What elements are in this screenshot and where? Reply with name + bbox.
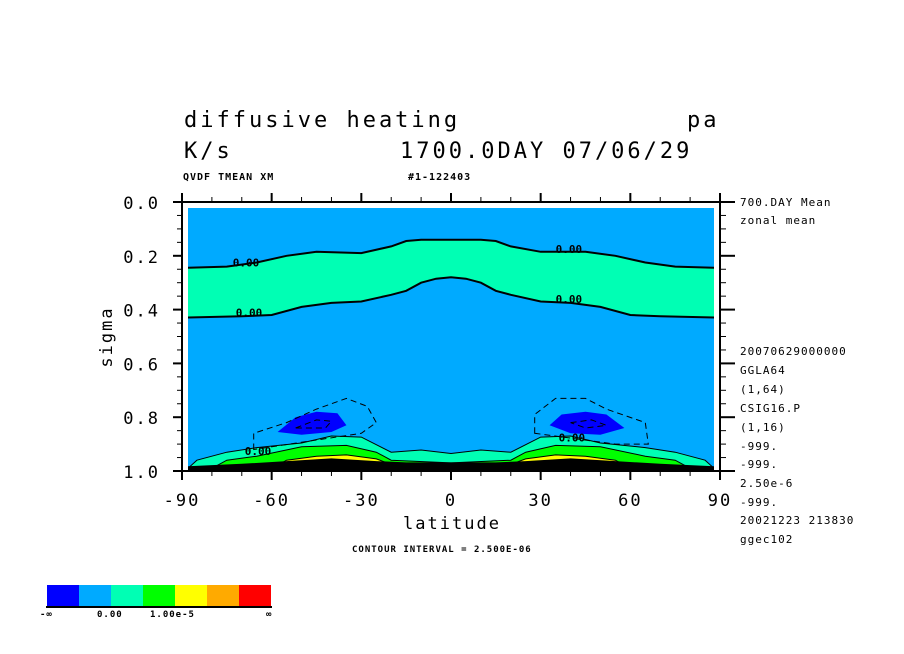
y-tick-label: 0.4 (123, 302, 160, 322)
dashed-contour (295, 419, 333, 429)
side-info-line: -999. (740, 496, 779, 509)
x-tick-label: 30 (528, 491, 552, 511)
side-info-line: 700.DAY Mean (740, 196, 832, 209)
y-tick-label: 0.8 (123, 409, 160, 429)
time-label: 1700.0DAY 07/06/29 (400, 139, 693, 164)
contour-label: 0.00 (245, 445, 272, 458)
colorbar-swatch (207, 585, 239, 607)
colorbar-label: -∞ (40, 610, 53, 620)
y-axis-label: sigma (97, 306, 117, 367)
zero-band-fill (188, 239, 714, 318)
contour-label: 0.00 (556, 293, 583, 306)
zero-contour-lower (188, 276, 714, 319)
contour-label: 0.00 (233, 257, 259, 270)
side-info-line: GGLA64 (740, 364, 786, 377)
y-tick-label: 0.0 (123, 194, 160, 214)
side-info-line: 20070629000000 (740, 345, 847, 358)
variable-line: QVDF TMEAN XM (183, 172, 275, 183)
y-tick-label: 1.0 (123, 463, 160, 483)
contour-label: 0.00 (556, 243, 583, 256)
dashed-contour (253, 397, 377, 451)
level-label: pa (687, 108, 720, 133)
colorbar-swatch (79, 585, 111, 607)
contour-interval: CONTOUR INTERVAL = 2.500E-06 (352, 545, 532, 555)
contour-label: 0.00 (236, 306, 262, 319)
x-tick-label: -60 (253, 491, 290, 511)
colorbar-label: 0.00 (97, 610, 123, 620)
colorbar-swatch (111, 585, 143, 607)
units-label: K/s (184, 139, 233, 164)
x-tick-label: -90 (164, 491, 201, 511)
zero-contour-upper (188, 238, 714, 269)
side-info-line: 20021223 213830 (740, 514, 855, 527)
y-tick-label: 0.6 (123, 355, 160, 375)
side-info-line: -999. (740, 458, 779, 471)
chart-title: diffusive heating (184, 108, 461, 133)
dashed-contour (570, 419, 607, 429)
x-tick-label: 0 (445, 491, 457, 511)
side-info-line: ggec102 (740, 533, 794, 546)
y-tick-label: 0.2 (123, 248, 160, 268)
surface-black-band (188, 466, 714, 471)
side-info-line: (1,64) (740, 383, 786, 396)
x-tick-label: 60 (618, 491, 642, 511)
colorbar-swatch (47, 585, 79, 607)
colorbar-swatch (239, 585, 271, 607)
colorbar-axis (46, 606, 272, 608)
side-info-line: 2.50e-6 (740, 477, 794, 490)
x-tick-label: 90 (708, 491, 732, 511)
side-info-line: CSIG16.P (740, 402, 801, 415)
side-info-line: zonal mean (740, 214, 817, 227)
negative-region-fill (549, 411, 625, 435)
x-tick-label: -30 (343, 491, 380, 511)
colorbar-swatch (175, 585, 207, 607)
contour-label: 0.00 (559, 431, 586, 444)
negative-region-fill (277, 411, 347, 435)
side-info-line: (1,16) (740, 421, 786, 434)
side-info-line: -999. (740, 440, 779, 453)
x-axis-label: latitude (403, 514, 501, 534)
colorbar-label: ∞ (266, 610, 273, 620)
colorbar-label: 1.00e-5 (150, 610, 195, 620)
colorbar-swatch (143, 585, 175, 607)
dashed-contour (534, 397, 649, 445)
run-id: #1-122403 (408, 172, 472, 183)
